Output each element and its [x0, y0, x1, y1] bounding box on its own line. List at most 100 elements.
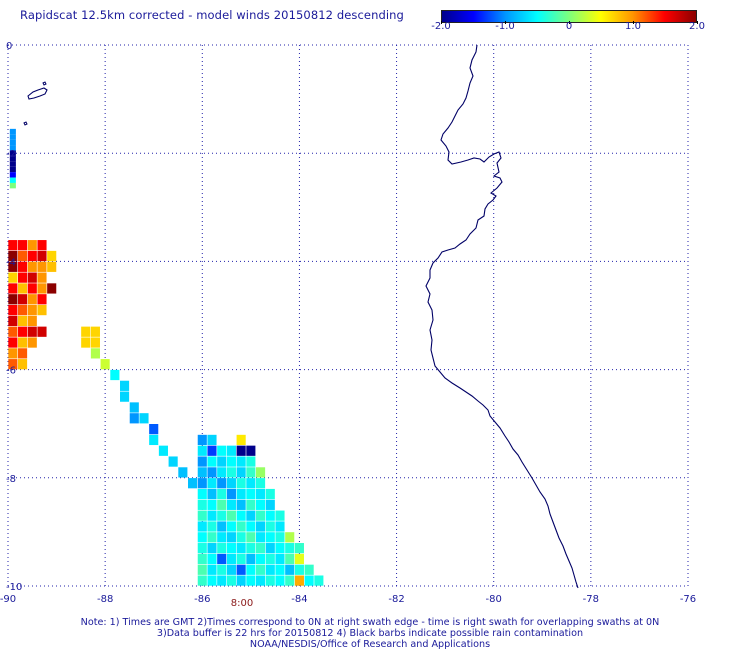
wind-difference-cell [246, 543, 256, 554]
longitude-label: -76 [680, 594, 696, 605]
wind-difference-cell [9, 139, 16, 146]
islet-outline [42, 81, 47, 86]
wind-difference-cell [226, 521, 236, 532]
wind-difference-cell [37, 294, 47, 305]
axis-labels: -90 -88 -86 -84 -82 -80 -78 -76 0 -2 -4 -6 -8 -10 [0, 41, 696, 605]
color-scale-tick-mark [633, 21, 634, 24]
wind-difference-cell [90, 337, 100, 348]
latitude-label: -4 [6, 257, 16, 268]
wind-difference-cell [294, 553, 304, 565]
longitude-label: -80 [486, 594, 502, 605]
wind-difference-cell [256, 532, 266, 543]
wind-difference-cell [285, 532, 295, 543]
wind-difference-cell [246, 499, 256, 510]
wind-difference-cell [27, 261, 37, 272]
wind-difference-cell [8, 326, 18, 337]
wind-difference-cell [217, 532, 227, 543]
wind-difference-cell [207, 532, 217, 543]
wind-difference-cell [275, 575, 285, 586]
wind-difference-cell [265, 575, 275, 586]
wind-difference-cell [236, 575, 246, 586]
wind-difference-cell [8, 337, 18, 348]
coastline [23, 44, 579, 589]
wind-difference-cell [18, 315, 28, 327]
wind-difference-cell [197, 467, 207, 478]
wind-difference-cell [9, 145, 16, 151]
wind-difference-cell [37, 283, 47, 294]
wind-difference-cell [9, 161, 16, 167]
wind-difference-cell [246, 478, 256, 489]
wind-difference-cell [197, 434, 207, 446]
wind-difference-cell [265, 488, 275, 500]
island-outline [27, 87, 48, 100]
wind-difference-cell [236, 488, 246, 500]
wind-difference-cell [217, 488, 227, 500]
wind-difference-cell [27, 272, 37, 283]
wind-difference-cell [236, 553, 246, 565]
wind-difference-cell [27, 240, 37, 251]
wind-difference-cell [246, 532, 256, 543]
wind-difference-cell [207, 564, 217, 575]
wind-difference-cell [236, 564, 246, 575]
wind-difference-cell [236, 510, 246, 521]
islet-outline [23, 121, 28, 126]
wind-difference-cell [294, 575, 304, 586]
wind-difference-cell [110, 369, 120, 381]
wind-difference-cell [304, 575, 314, 586]
wind-difference-cell [246, 467, 256, 478]
wind-difference-cell [207, 510, 217, 521]
wind-difference-cell [9, 172, 16, 178]
wind-difference-cell [275, 543, 285, 554]
wind-difference-cell [18, 272, 28, 283]
wind-difference-cell [236, 467, 246, 478]
wind-difference-cell [265, 521, 275, 532]
wind-difference-cell [217, 575, 227, 586]
wind-difference-cell [285, 575, 295, 586]
color-scale-tick-label: -1.0 [495, 21, 515, 32]
color-scale-tick-label: -2.0 [431, 21, 451, 32]
wind-difference-cell [207, 575, 217, 586]
wind-difference-cell [217, 478, 227, 489]
wind-difference-cell [27, 326, 37, 337]
wind-difference-cell [265, 510, 275, 521]
wind-difference-cell [197, 575, 207, 586]
wind-difference-cell [149, 424, 159, 435]
wind-difference-cell [81, 337, 91, 348]
wind-difference-cell [294, 564, 304, 575]
wind-difference-cell [18, 294, 28, 305]
wind-difference-cell [27, 294, 37, 305]
wind-difference-cell [265, 553, 275, 565]
longitude-label: -88 [97, 594, 113, 605]
wind-difference-cell [120, 380, 130, 391]
wind-difference-cell [27, 337, 37, 348]
wind-difference-cell [246, 456, 256, 467]
wind-difference-cell [197, 456, 207, 467]
wind-difference-cell [8, 348, 18, 359]
wind-difference-cell [236, 521, 246, 532]
wind-difference-cell [8, 261, 18, 272]
wind-difference-cell [265, 543, 275, 554]
latitude-label: -2 [6, 149, 16, 160]
wind-difference-cell [18, 348, 28, 359]
wind-difference-cell [236, 532, 246, 543]
latitude-label: -8 [6, 474, 16, 485]
wind-difference-cell [18, 359, 28, 370]
lat-lon-grid [7, 44, 689, 587]
wind-difference-cell [246, 510, 256, 521]
latitude-label: -10 [6, 582, 22, 593]
wind-difference-cell [285, 553, 295, 565]
footer-notes: Note: 1) Times are GMT 2)Times correspon… [0, 617, 740, 650]
longitude-label: -90 [0, 594, 16, 605]
wind-difference-cell [217, 445, 227, 456]
wind-difference-cell [18, 304, 28, 316]
wind-difference-cell [285, 564, 295, 575]
wind-difference-cell [18, 326, 28, 337]
wind-difference-cell [8, 250, 18, 262]
wind-difference-cell [217, 521, 227, 532]
wind-difference-cell [246, 445, 256, 456]
wind-difference-cell [207, 521, 217, 532]
wind-difference-cell [197, 553, 207, 565]
wind-difference-cell [197, 478, 207, 489]
longitude-label: -84 [291, 594, 307, 605]
